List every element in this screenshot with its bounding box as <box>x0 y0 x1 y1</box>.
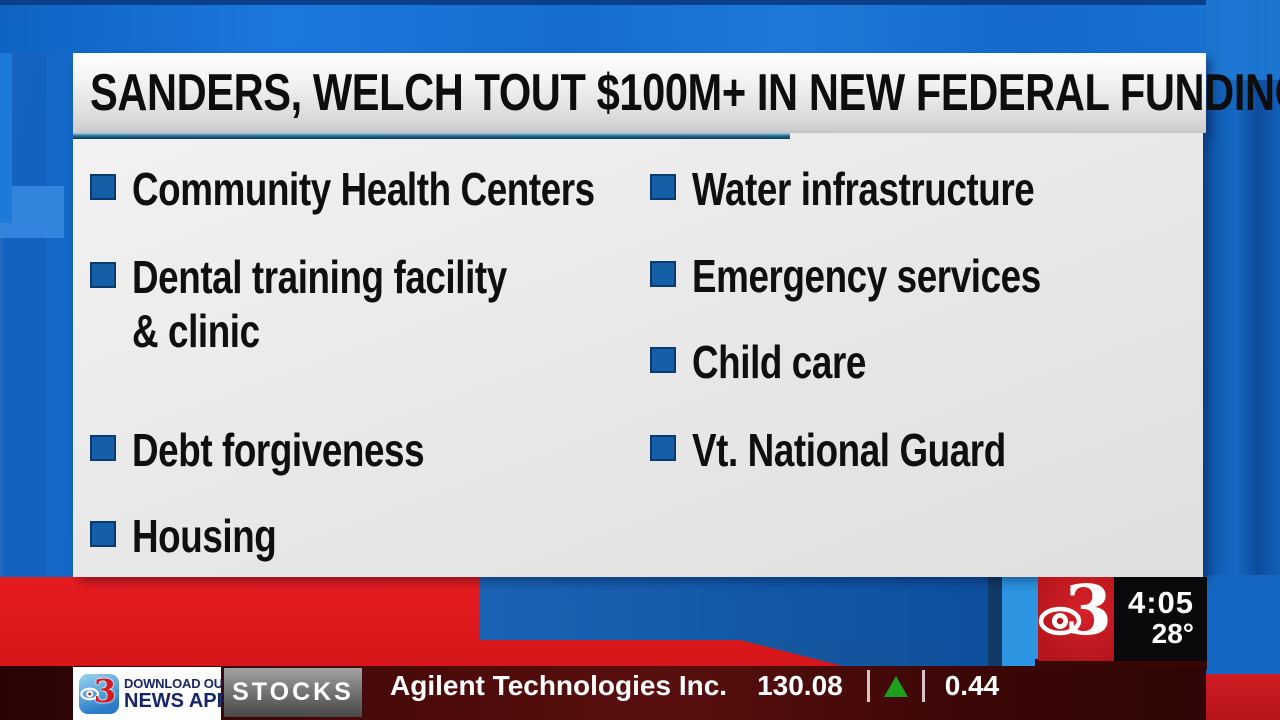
list-item-text: Child care <box>692 335 866 389</box>
lower-band-right-red <box>1206 674 1280 720</box>
headline-bar: SANDERS, WELCH TOUT $100M+ IN NEW FEDERA… <box>73 53 1280 133</box>
lower-band-right-blue <box>1206 575 1280 674</box>
background-left-edge <box>0 53 12 223</box>
list-item-line: Housing <box>132 510 277 562</box>
background-right-band-top <box>1206 0 1280 80</box>
bullet-square-icon <box>650 174 676 200</box>
list-item-text: Dental training facility & clinic <box>132 250 507 358</box>
cbs-eye-icon <box>80 687 100 700</box>
list-item-text: Community Health Centers <box>132 162 595 216</box>
list-item: Debt forgiveness <box>90 423 497 477</box>
promo-text: DOWNLOAD OUR NEWS APP <box>124 676 232 712</box>
list-item-line: & clinic <box>132 305 260 357</box>
promo-line2: NEWS APP <box>124 689 230 712</box>
up-triangle-icon <box>883 675 908 697</box>
list-item: Water infrastructure <box>650 162 1120 216</box>
bullet-square-icon <box>650 347 676 373</box>
list-item-text: Emergency services <box>692 249 1041 303</box>
list-item: Child care <box>650 335 909 389</box>
list-item: Housing <box>90 509 312 563</box>
ticker-section-box: STOCKS <box>224 668 362 717</box>
list-item-line: Child care <box>692 336 866 388</box>
headline-underline <box>73 133 790 139</box>
lower-band-blue <box>480 577 1003 640</box>
list-item: Dental training facility & clinic <box>90 250 601 358</box>
list-item: Community Health Centers <box>90 162 710 216</box>
station-bug-shadow-strip <box>1035 659 1207 670</box>
stock-name: Agilent Technologies Inc. <box>390 670 728 701</box>
list-item-line: Emergency services <box>692 250 1041 302</box>
news-app-icon: 3 <box>79 673 119 714</box>
news-app-promo: 3 DOWNLOAD OUR NEWS APP <box>73 667 232 720</box>
bullet-square-icon <box>90 435 116 461</box>
list-item-line: Vt. National Guard <box>692 424 1006 476</box>
ticker-divider <box>921 670 925 702</box>
list-item-text: Debt forgiveness <box>132 423 425 477</box>
bullet-square-icon <box>90 174 116 200</box>
temperature: 28° <box>1151 618 1194 649</box>
ticker-divider <box>866 670 870 702</box>
ticker-section-label: STOCKS <box>232 678 354 706</box>
promo-line1: DOWNLOAD OUR <box>124 675 233 691</box>
headline-title: SANDERS, WELCH TOUT $100M+ IN NEW FEDERA… <box>90 64 1280 122</box>
list-item-text: Water infrastructure <box>692 162 1035 216</box>
stock-quote-row: Agilent Technologies Inc. 130.08 0.44 <box>390 664 999 708</box>
funding-list-panel: Community Health Centers Dental training… <box>73 133 1203 577</box>
list-item: Vt. National Guard <box>650 423 1084 477</box>
list-item: Emergency services <box>650 249 1128 303</box>
bullet-square-icon <box>90 262 116 288</box>
clock-weather-box: 4:05 28° <box>1114 577 1207 661</box>
background-top-band <box>0 0 1280 53</box>
lower-band-lightblue-strip <box>1002 577 1038 668</box>
list-item-text: Housing <box>132 509 277 563</box>
list-item-line: Dental training facility <box>132 251 507 303</box>
list-item-line: Community Health Centers <box>132 163 595 215</box>
list-item-line: Water infrastructure <box>692 163 1035 215</box>
list-item-text: Vt. National Guard <box>692 423 1006 477</box>
lower-band-navy-strip <box>988 577 1002 668</box>
station-number: 3 <box>1064 571 1112 651</box>
bullet-square-icon <box>90 521 116 547</box>
cbs-eye-icon <box>1038 606 1082 636</box>
bullet-square-icon <box>650 261 676 287</box>
clock-time: 4:05 <box>1127 585 1194 620</box>
list-item-line: Debt forgiveness <box>132 424 425 476</box>
stock-price: 130.08 <box>757 670 843 701</box>
bullet-square-icon <box>650 435 676 461</box>
app-station-number: 3 <box>93 673 116 710</box>
station-logo-box: 3 <box>1038 571 1114 661</box>
stock-change: 0.44 <box>944 670 1000 701</box>
